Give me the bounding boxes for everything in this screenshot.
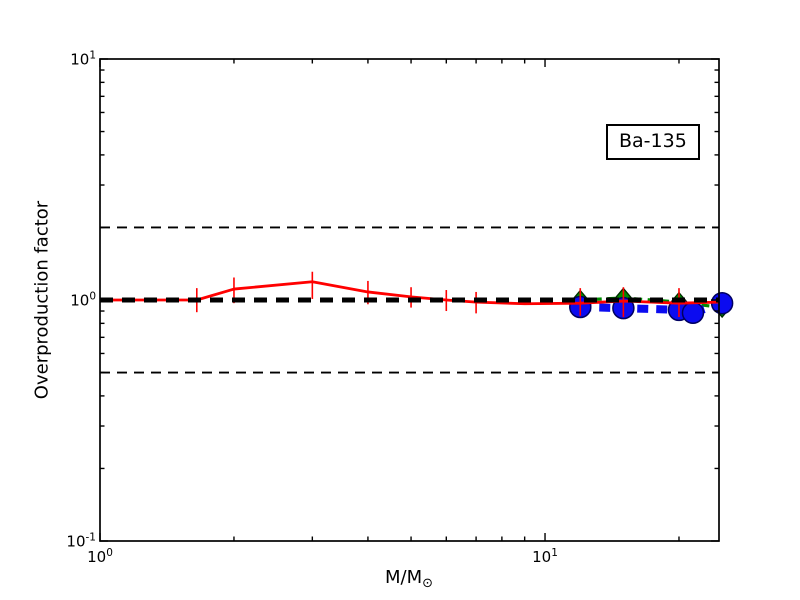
y-tick-label: 101 <box>70 49 96 69</box>
x-axis-label-text: M/M <box>384 567 423 588</box>
x-tick-label: 100 <box>87 547 113 566</box>
y-tick-label: 100 <box>70 290 96 310</box>
y-axis-label: Overproduction factor <box>31 200 53 400</box>
isotope-annotation-text: Ba-135 <box>619 130 687 152</box>
x-axis-label: M/M⊙ <box>385 567 433 591</box>
sun-symbol: ⊙ <box>422 576 434 591</box>
x-tick-label: 101 <box>532 547 558 566</box>
y-tick-label: 10-1 <box>66 531 96 551</box>
circle-marker <box>681 301 705 325</box>
isotope-annotation-box: Ba-135 <box>606 124 700 160</box>
red-solid-line <box>100 280 720 306</box>
